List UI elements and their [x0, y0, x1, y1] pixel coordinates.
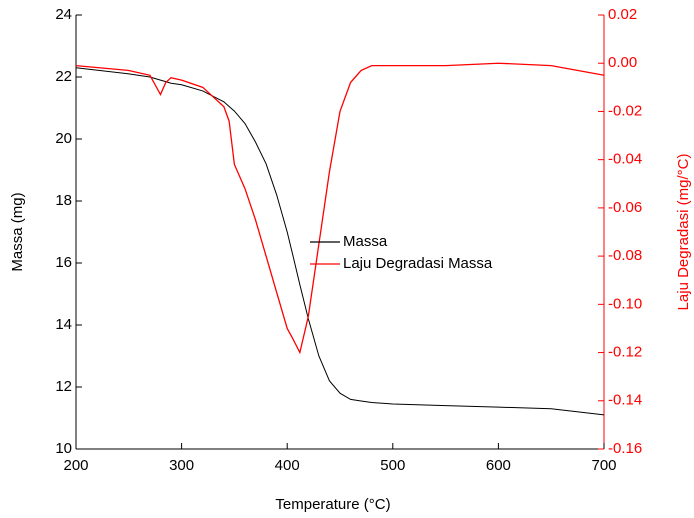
y-axis-label: Massa (mg): [9, 192, 26, 271]
y2-tick-label: -0.12: [608, 344, 642, 361]
y2-tick-label: -0.08: [608, 247, 642, 264]
y-tick-label: 12: [55, 378, 72, 395]
y2-tick-label: -0.10: [608, 295, 642, 312]
x-axis-label: Temperature (°C): [275, 496, 390, 513]
x-tick-label: 500: [380, 457, 405, 474]
y-tick-label: 24: [55, 6, 72, 23]
y-tick-label: 14: [55, 316, 72, 333]
y2-tick-label: -0.14: [608, 392, 642, 409]
y2-tick-label: -0.04: [608, 151, 642, 168]
y2-tick-label: 0.02: [608, 6, 637, 23]
series-line: [75, 62, 605, 355]
x-tick-label: 700: [591, 457, 616, 474]
y-tick-label: 16: [55, 254, 72, 271]
x-tick-label: 600: [486, 457, 511, 474]
series-line: [75, 67, 605, 416]
y2-tick-label: -0.16: [608, 440, 642, 457]
x-tick-label: 300: [169, 457, 194, 474]
y2-axis-label: Laju Degradasi (mg/°C): [675, 154, 692, 311]
y2-tick-label: -0.02: [608, 102, 642, 119]
y-tick-label: 10: [55, 440, 72, 457]
x-tick-label: 400: [275, 457, 300, 474]
y-tick-label: 20: [55, 130, 72, 147]
y2-tick-label: 0.00: [608, 54, 637, 71]
legend-label: Massa: [343, 233, 388, 250]
y-tick-label: 22: [55, 68, 72, 85]
x-tick-label: 200: [63, 457, 88, 474]
y-tick-label: 18: [55, 192, 72, 209]
y2-tick-label: -0.06: [608, 199, 642, 216]
legend-label: Laju Degradasi Massa: [343, 255, 493, 272]
